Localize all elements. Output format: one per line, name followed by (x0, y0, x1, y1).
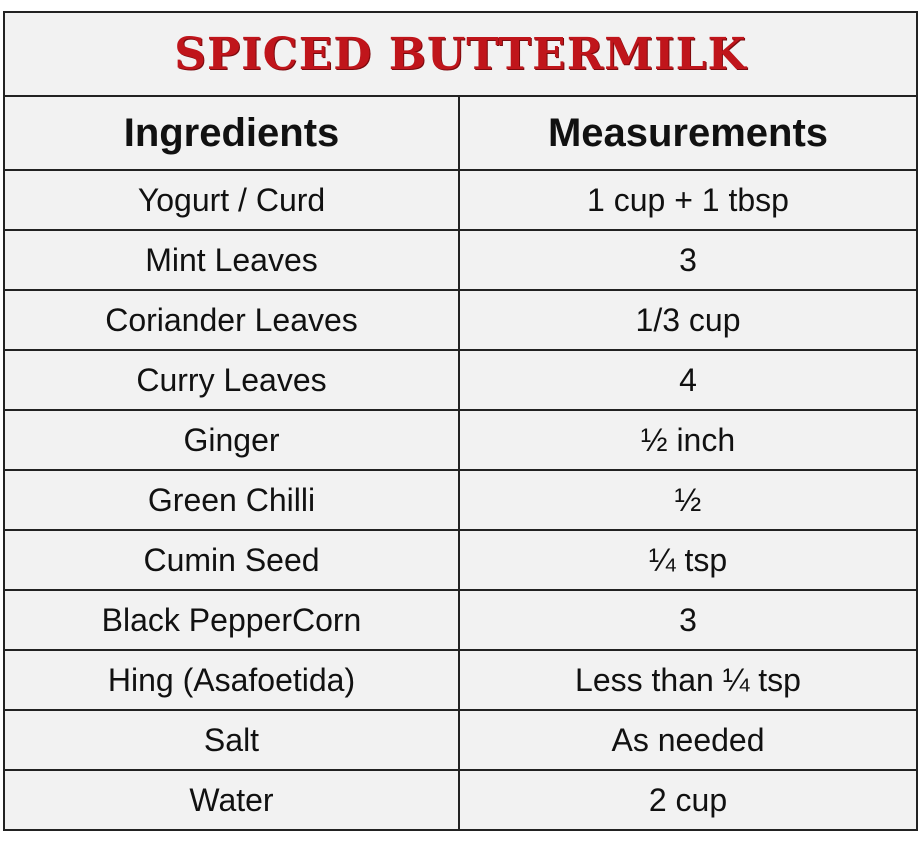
recipe-table: SPICED BUTTERMILK Ingredients Measuremen… (3, 11, 918, 831)
table-row: Yogurt / Curd 1 cup + 1 tbsp (3, 169, 918, 231)
table-row: Hing (Asafoetida) Less than ¼ tsp (3, 649, 918, 711)
measurement-cell: 4 (458, 349, 918, 411)
table-row: Salt As needed (3, 709, 918, 771)
table-row: Water 2 cup (3, 769, 918, 831)
header-row: Ingredients Measurements (3, 95, 918, 171)
ingredient-cell: Green Chilli (3, 469, 460, 531)
header-measurements: Measurements (458, 95, 918, 171)
measurement-cell: ½ inch (458, 409, 918, 471)
ingredient-cell: Salt (3, 709, 460, 771)
recipe-title: SPICED BUTTERMILK (174, 28, 747, 80)
table-row: Ginger ½ inch (3, 409, 918, 471)
table-row: Black PepperCorn 3 (3, 589, 918, 651)
measurement-cell: 3 (458, 229, 918, 291)
ingredient-cell: Ginger (3, 409, 460, 471)
ingredient-cell: Curry Leaves (3, 349, 460, 411)
table-row: Cumin Seed ¼ tsp (3, 529, 918, 591)
measurement-cell: 2 cup (458, 769, 918, 831)
recipe-table-body: SPICED BUTTERMILK Ingredients Measuremen… (3, 11, 918, 831)
measurement-cell: As needed (458, 709, 918, 771)
title-cell: SPICED BUTTERMILK (3, 11, 918, 97)
header-ingredients: Ingredients (3, 95, 460, 171)
table-row: Green Chilli ½ (3, 469, 918, 531)
ingredient-cell: Hing (Asafoetida) (3, 649, 460, 711)
measurement-cell: Less than ¼ tsp (458, 649, 918, 711)
ingredient-cell: Mint Leaves (3, 229, 460, 291)
table-row: Coriander Leaves 1/3 cup (3, 289, 918, 351)
title-row: SPICED BUTTERMILK (3, 11, 918, 97)
table-row: Curry Leaves 4 (3, 349, 918, 411)
measurement-cell: ½ (458, 469, 918, 531)
measurement-cell: 3 (458, 589, 918, 651)
ingredient-cell: Water (3, 769, 460, 831)
table-row: Mint Leaves 3 (3, 229, 918, 291)
measurement-cell: 1/3 cup (458, 289, 918, 351)
ingredient-cell: Yogurt / Curd (3, 169, 460, 231)
ingredient-cell: Black PepperCorn (3, 589, 460, 651)
ingredient-cell: Coriander Leaves (3, 289, 460, 351)
measurement-cell: 1 cup + 1 tbsp (458, 169, 918, 231)
measurement-cell: ¼ tsp (458, 529, 918, 591)
ingredient-cell: Cumin Seed (3, 529, 460, 591)
